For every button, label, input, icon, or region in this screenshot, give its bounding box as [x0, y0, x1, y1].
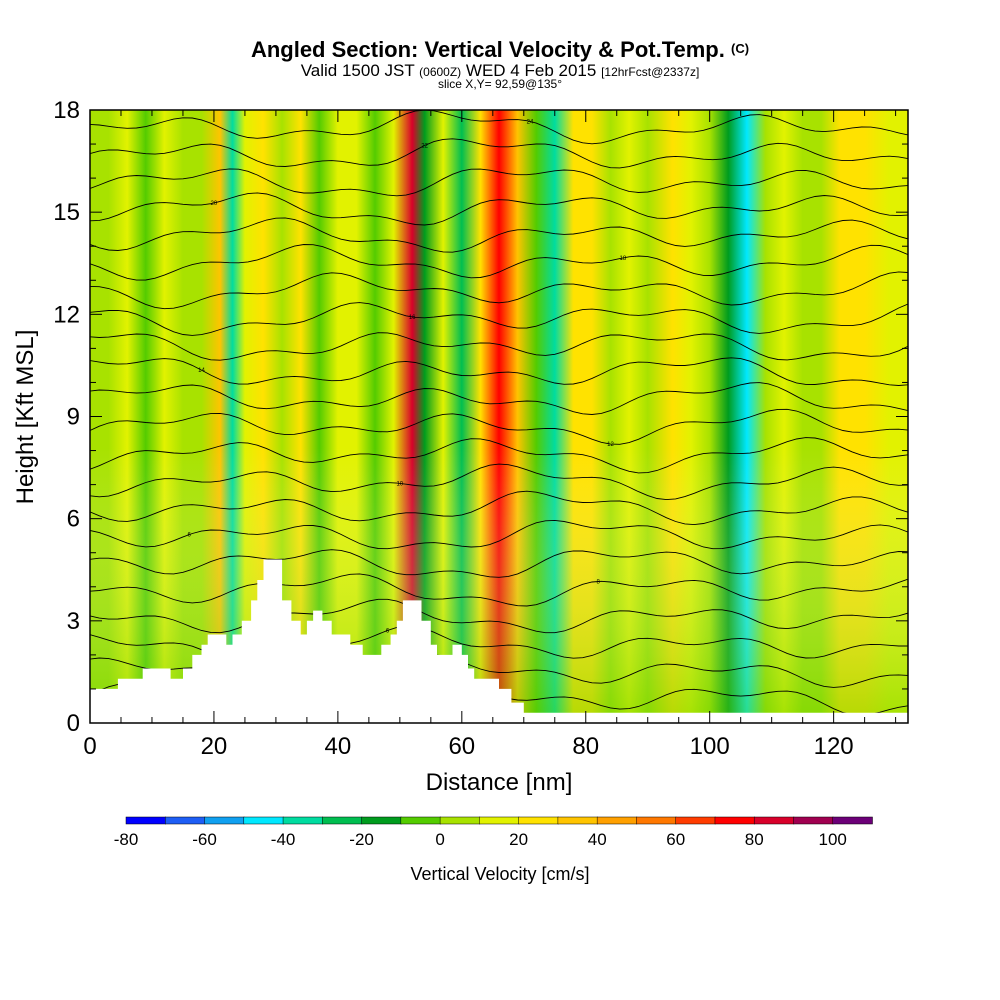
y-axis-title: Height [Kft MSL]	[12, 330, 39, 505]
colorbar-swatch	[832, 816, 873, 825]
theta-contour	[90, 382, 908, 415]
chart-title: Angled Section: Vertical Velocity & Pot.…	[0, 37, 1000, 63]
colorbar-swatch	[479, 816, 520, 825]
colorbar-swatch	[753, 816, 795, 825]
y-tick-label: 6	[67, 506, 80, 533]
colorbar-swatch	[361, 816, 402, 825]
colorbar-swatch	[165, 816, 206, 825]
theta-contour	[90, 138, 908, 169]
colorbar-tick-label: -60	[192, 830, 217, 849]
colorbar-swatch	[518, 816, 559, 825]
colorbar-tick-label: -20	[349, 830, 374, 849]
theta-contour	[90, 598, 908, 634]
theta-contour	[90, 332, 908, 361]
theta-contour	[90, 110, 908, 145]
colorbar-swatch	[714, 816, 755, 825]
colorbar-tick-label: 100	[819, 830, 847, 849]
theta-contour	[90, 437, 908, 474]
colorbar-swatch	[204, 816, 245, 825]
theta-contour	[90, 490, 908, 526]
colorbar-tick-label: -80	[114, 830, 139, 849]
colorbar-tick-label: 60	[666, 830, 685, 849]
theta-contour	[90, 463, 908, 501]
y-axis: 0 3 6 9 12 15 18	[53, 97, 908, 737]
colorbar-title: Vertical Velocity [cm/s]	[410, 864, 589, 884]
colorbar-swatch	[675, 816, 716, 825]
contour-label: 22	[421, 144, 428, 150]
plot-area: 6 8 6 10 12 14 16 18 20 22 24	[90, 110, 908, 723]
x-tick-label: 100	[690, 733, 730, 760]
x-tick-label: 80	[572, 733, 599, 760]
theta-contour	[90, 519, 908, 550]
theta-contour	[90, 408, 908, 445]
x-axis: 0 20 40 60 80 100 120	[83, 110, 897, 760]
contour-label: 10	[396, 481, 403, 487]
colorbar-tick-label: 80	[745, 830, 764, 849]
contour-label: 20	[211, 201, 218, 207]
potential-temperature-contours: 6 8 6 10 12 14 16 18 20 22 24	[90, 110, 908, 718]
contour-label: 24	[527, 119, 534, 125]
colorbar-swatch	[793, 816, 834, 825]
x-tick-label: 20	[201, 733, 228, 760]
contour-label: 18	[620, 256, 627, 262]
colorbar-tick-label: -40	[271, 830, 296, 849]
theta-contour	[90, 192, 908, 226]
y-tick-label: 18	[53, 97, 80, 124]
terrain-profile	[90, 559, 908, 723]
valid-date: WED 4 Feb 2015	[465, 61, 597, 80]
x-tick-label: 40	[325, 733, 352, 760]
contour-label: 6	[386, 628, 390, 634]
colorbar-swatch	[125, 816, 167, 825]
contour-label: 12	[607, 442, 614, 448]
theta-contour	[90, 244, 908, 281]
theta-contour	[90, 302, 908, 336]
contour-label: 16	[409, 315, 416, 321]
y-tick-label: 12	[53, 301, 80, 328]
colorbar-swatch	[243, 816, 284, 825]
x-axis-title: Distance [nm]	[426, 769, 573, 796]
contour-label: 14	[198, 368, 205, 374]
colorbar-swatch	[282, 816, 324, 825]
valid-time: Valid 1500 JST	[300, 61, 415, 80]
y-tick-label: 0	[67, 710, 80, 737]
colorbar-swatch	[400, 816, 441, 825]
colorbar-swatch	[557, 816, 598, 825]
colorbar-swatch	[322, 816, 363, 825]
forecast-info: [12hrFcst@2337z]	[601, 65, 700, 79]
colorbar-swatch	[636, 816, 677, 825]
theta-contour	[90, 217, 908, 253]
colorbar: -80 -60 -40 -20 0 20 40 60 80 100	[114, 816, 873, 849]
contour-label: 6	[188, 533, 192, 539]
x-tick-label: 60	[448, 733, 475, 760]
colorbar-tick-label: 20	[509, 830, 528, 849]
slice-info: slice X,Y= 92,59@135°	[437, 77, 563, 91]
y-tick-label: 3	[67, 608, 80, 635]
low-level-shading	[90, 110, 908, 723]
theta-contour	[90, 549, 908, 578]
y-tick-label: 9	[67, 404, 80, 431]
colorbar-tick-label: 0	[435, 830, 444, 849]
chart-title-tag: (C)	[731, 41, 750, 56]
chart-subtitle: Valid 1500 JST (0600Z) WED 4 Feb 2015 [1…	[0, 61, 1000, 81]
colorbar-swatch	[439, 816, 481, 825]
colorbar-tick-label: 40	[588, 830, 607, 849]
y-tick-label: 15	[53, 199, 80, 226]
colorbar-swatch	[596, 816, 638, 825]
x-tick-label: 120	[814, 733, 854, 760]
contour-label: 8	[597, 579, 601, 585]
x-tick-label: 0	[83, 733, 96, 760]
chart-title-text: Angled Section: Vertical Velocity & Pot.…	[250, 37, 725, 62]
utc-time: (0600Z)	[419, 65, 462, 79]
theta-contour	[90, 357, 908, 386]
theta-contour	[90, 168, 908, 197]
theta-contour	[90, 271, 908, 310]
theta-contour	[90, 573, 908, 607]
